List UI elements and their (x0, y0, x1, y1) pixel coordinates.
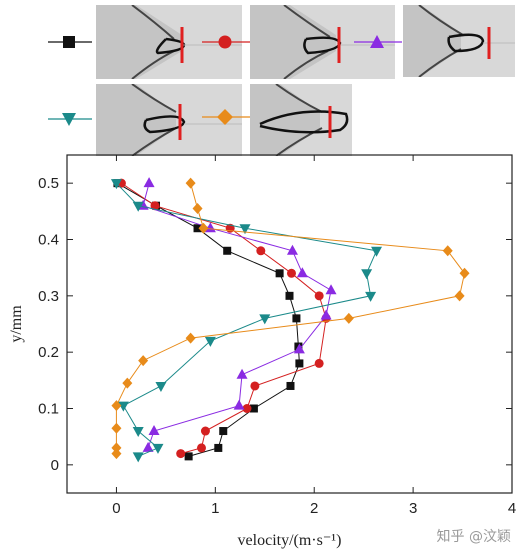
series-layer (110, 177, 470, 463)
data-point-diamond (111, 400, 122, 412)
data-point-circle (150, 201, 160, 211)
velocity-profile-chart: 0 1 2 3 4 0 0.1 0.2 0.3 0.4 0.5 velocity/(m·s⁻¹) y… (8, 154, 516, 549)
data-point-triangle-down (361, 269, 373, 280)
legend-image-5 (250, 84, 352, 156)
data-point-triangle-up (236, 368, 248, 379)
data-point-circle (314, 291, 324, 301)
x-tick-label: 2 (310, 500, 318, 517)
data-point-triangle-down (132, 201, 144, 212)
data-point-circle (176, 449, 186, 459)
x-tick-label: 0 (112, 500, 120, 517)
data-point-triangle-up (148, 425, 160, 436)
data-point-square (214, 443, 223, 452)
series-triangle-down (110, 179, 383, 463)
data-point-diamond (185, 332, 196, 344)
legend-image-3 (403, 5, 515, 77)
data-point-triangle-down (365, 291, 377, 302)
y-tick-label: 0.1 (38, 401, 59, 418)
data-point-triangle-up (296, 267, 308, 278)
data-point-triangle-up (233, 399, 245, 410)
data-point-triangle-down (132, 427, 144, 438)
data-point-diamond (198, 222, 209, 234)
data-point-triangle-down (204, 336, 216, 347)
data-point-circle (314, 358, 324, 368)
data-point-triangle-down (371, 246, 383, 257)
data-point-triangle-down (110, 179, 122, 190)
data-point-square (193, 224, 202, 233)
plot-frame (66, 154, 513, 494)
data-point-diamond (111, 448, 122, 460)
legend (0, 0, 521, 156)
x-axis-label: velocity/(m·s⁻¹) (238, 532, 342, 549)
series-diamond (111, 177, 470, 460)
data-point-triangle-down (259, 314, 271, 325)
legend-key-diamond (202, 109, 250, 125)
y-tick-label: 0.5 (38, 175, 59, 192)
data-point-circle (286, 268, 296, 278)
x-tick-label: 1 (211, 500, 219, 517)
legend-key-triangle-up (354, 35, 402, 48)
y-tick-label: 0 (51, 457, 59, 474)
data-point-circle (250, 381, 260, 391)
data-point-diamond (343, 312, 354, 324)
series-triangle-up (137, 177, 337, 452)
data-point-triangle-down (132, 452, 144, 463)
legend-key-triangle-down (48, 113, 92, 126)
data-point-square (295, 359, 304, 368)
data-point-square (275, 269, 284, 278)
data-point-diamond (138, 355, 149, 367)
data-point-circle (256, 246, 266, 256)
y-axis-label: y/mm (8, 305, 25, 343)
series-line-square (117, 182, 300, 457)
data-point-triangle-up (320, 309, 332, 320)
data-point-diamond (192, 203, 203, 215)
data-point-square (292, 314, 301, 323)
data-point-square (223, 246, 232, 255)
legend-image-1 (96, 5, 242, 79)
data-point-diamond (185, 177, 196, 189)
data-point-diamond (122, 377, 133, 389)
data-point-circle (196, 443, 206, 453)
legend-key-circle (202, 35, 250, 49)
data-point-triangle-down (155, 381, 167, 392)
data-point-square (184, 452, 193, 461)
series-line-triangle-up (142, 183, 332, 449)
data-point-circle (200, 426, 210, 436)
data-point-diamond (454, 290, 465, 302)
data-point-triangle-up (325, 284, 337, 295)
data-point-triangle-up (204, 222, 216, 233)
data-point-square (249, 404, 258, 413)
y-tick-label: 0.3 (38, 288, 59, 305)
x-tick-label: 4 (508, 500, 516, 517)
data-point-triangle-down (239, 224, 251, 235)
data-point-diamond (459, 267, 470, 279)
data-point-triangle-up (142, 441, 154, 452)
data-point-triangle-down (117, 401, 129, 412)
series-line-diamond (115, 183, 466, 454)
data-point-triangle-down (152, 443, 164, 454)
data-point-square (285, 291, 294, 300)
legend-key-square (48, 36, 92, 48)
watermark: 知乎 @汶颖 (436, 529, 511, 545)
data-point-circle (242, 404, 252, 413)
data-point-diamond (442, 245, 453, 257)
legend-image-4 (96, 84, 242, 156)
data-point-triangle-up (286, 244, 298, 255)
data-point-diamond (111, 422, 122, 434)
data-point-diamond (111, 442, 122, 454)
data-point-triangle-up (143, 177, 155, 188)
y-tick-label: 0.4 (38, 232, 59, 249)
data-point-square (286, 381, 295, 390)
x-tick-label: 3 (409, 500, 417, 517)
data-point-square (219, 427, 228, 436)
data-point-triangle-up (293, 343, 305, 354)
axes: 0 1 2 3 4 0 0.1 0.2 0.3 0.4 0.5 (38, 154, 516, 517)
y-tick-label: 0.2 (38, 344, 59, 361)
